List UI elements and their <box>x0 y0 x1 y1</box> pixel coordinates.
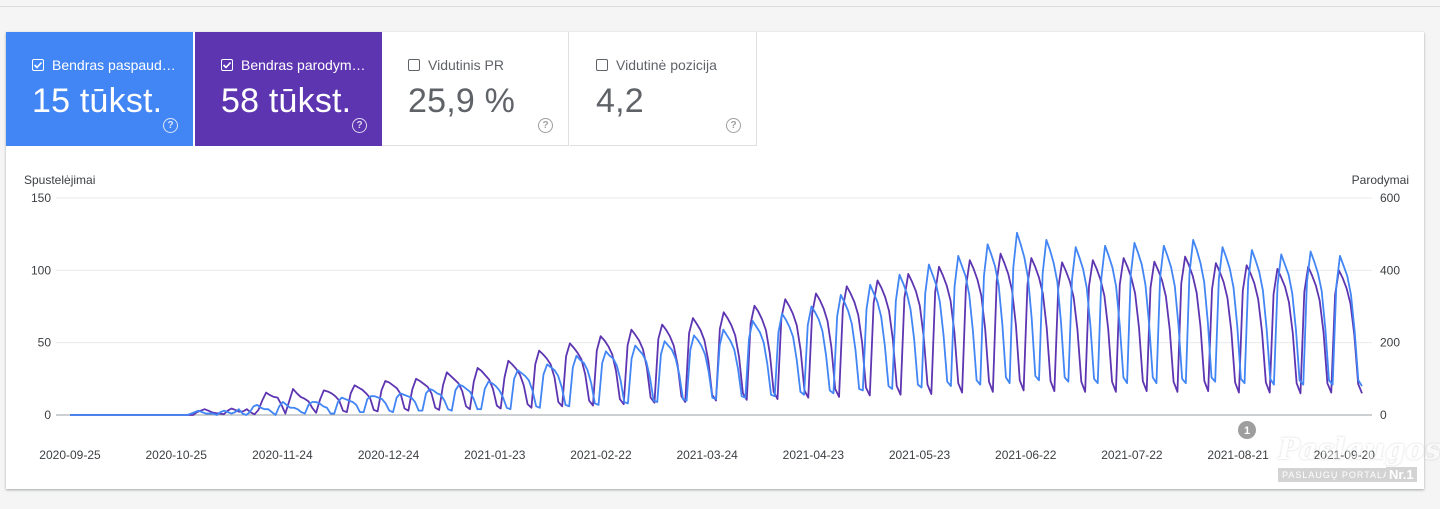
checkbox-unchecked-icon[interactable] <box>596 59 608 71</box>
x-axis-ticks: 2020-09-25 2020-10-25 2020-11-24 2020-12-24… <box>39 448 1375 462</box>
metric-value: 58 tūkst. <box>221 82 352 120</box>
help-icon[interactable]: ? <box>726 118 741 133</box>
y-left-tick-label: 0 <box>44 408 51 422</box>
x-tick-label: 2021-01-23 <box>464 448 526 462</box>
y-axis-left-label: Spustelėjimai <box>24 173 95 187</box>
metric-value: 25,9 % <box>408 82 516 120</box>
x-tick-label: 2021-04-23 <box>783 448 845 462</box>
x-tick-label: 2020-09-25 <box>39 448 101 462</box>
x-tick-label: 2021-06-22 <box>995 448 1057 462</box>
metric-tile-ctr[interactable]: Vidutinis PR 25,9 % ? <box>382 32 569 146</box>
y-left-tick-label: 150 <box>31 191 51 205</box>
y-axis-right-label: Parodymai <box>1352 173 1409 187</box>
help-icon[interactable]: ? <box>352 118 367 133</box>
metric-tile-clicks[interactable]: Bendras paspaud… 15 tūkst. ? <box>6 32 193 146</box>
x-tick-label: 2021-09-20 <box>1314 448 1376 462</box>
watermark-rank: Nr.1 <box>1386 467 1417 482</box>
metric-header: Bendras paspaud… <box>32 57 176 73</box>
watermark-brand: Paslaugos.lt <box>1278 432 1440 466</box>
watermark-logo: Paslaugos.lt PASLAUGŲ PORTALAS Nr.1 <box>1276 430 1440 488</box>
metric-value: 15 tūkst. <box>32 82 163 120</box>
x-tick-label: 2020-12-24 <box>358 448 420 462</box>
help-icon[interactable]: ? <box>163 118 178 133</box>
y-right-tick-label: 0 <box>1380 408 1387 422</box>
y-left-tick-label: 50 <box>38 336 52 350</box>
x-tick-label: 2021-05-23 <box>889 448 951 462</box>
annotation-marker[interactable]: 1 <box>1238 421 1256 439</box>
x-tick-label: 2021-07-22 <box>1101 448 1163 462</box>
x-tick-label: 2020-10-25 <box>145 448 207 462</box>
help-icon[interactable]: ? <box>538 118 553 133</box>
checkbox-unchecked-icon[interactable] <box>408 59 420 71</box>
metric-label: Bendras parodym… <box>241 57 366 73</box>
x-tick-label: 2020-11-24 <box>252 448 313 462</box>
y-right-tick-label: 200 <box>1380 336 1400 350</box>
metric-header: Bendras parodym… <box>221 57 366 73</box>
watermark-tagline: PASLAUGŲ PORTALAS <box>1278 468 1402 482</box>
checkbox-checked-icon[interactable] <box>221 59 233 71</box>
x-tick-label: 2021-02-22 <box>570 448 632 462</box>
metric-label: Vidutinis PR <box>428 57 505 73</box>
impressions-line <box>70 252 1363 416</box>
checkbox-checked-icon[interactable] <box>32 59 44 71</box>
top-divider <box>0 6 1440 7</box>
y-axis-ticks: 0 50 100 150 0 200 400 600 <box>31 191 1400 422</box>
metric-label: Bendras paspaud… <box>52 57 176 73</box>
clicks-line <box>70 231 1363 416</box>
annotation-label: 1 <box>1244 425 1250 437</box>
metric-header: Vidutinis PR <box>408 57 504 73</box>
annotation-circle[interactable] <box>1238 421 1256 439</box>
y-right-tick-label: 600 <box>1380 191 1400 205</box>
y-right-tick-label: 400 <box>1380 263 1400 277</box>
metric-tile-impressions[interactable]: Bendras parodym… 58 tūkst. ? <box>195 32 382 146</box>
metric-tile-position[interactable]: Vidutinė pozicija 4,2 ? <box>570 32 757 146</box>
y-left-tick-label: 100 <box>31 263 51 277</box>
x-tick-label: 2021-03-24 <box>676 448 738 462</box>
metric-header: Vidutinė pozicija <box>596 57 717 73</box>
metric-label: Vidutinė pozicija <box>616 57 717 73</box>
metric-value: 4,2 <box>596 82 644 120</box>
chart-series <box>70 231 1363 416</box>
x-tick-label: 2021-08-21 <box>1207 448 1269 462</box>
